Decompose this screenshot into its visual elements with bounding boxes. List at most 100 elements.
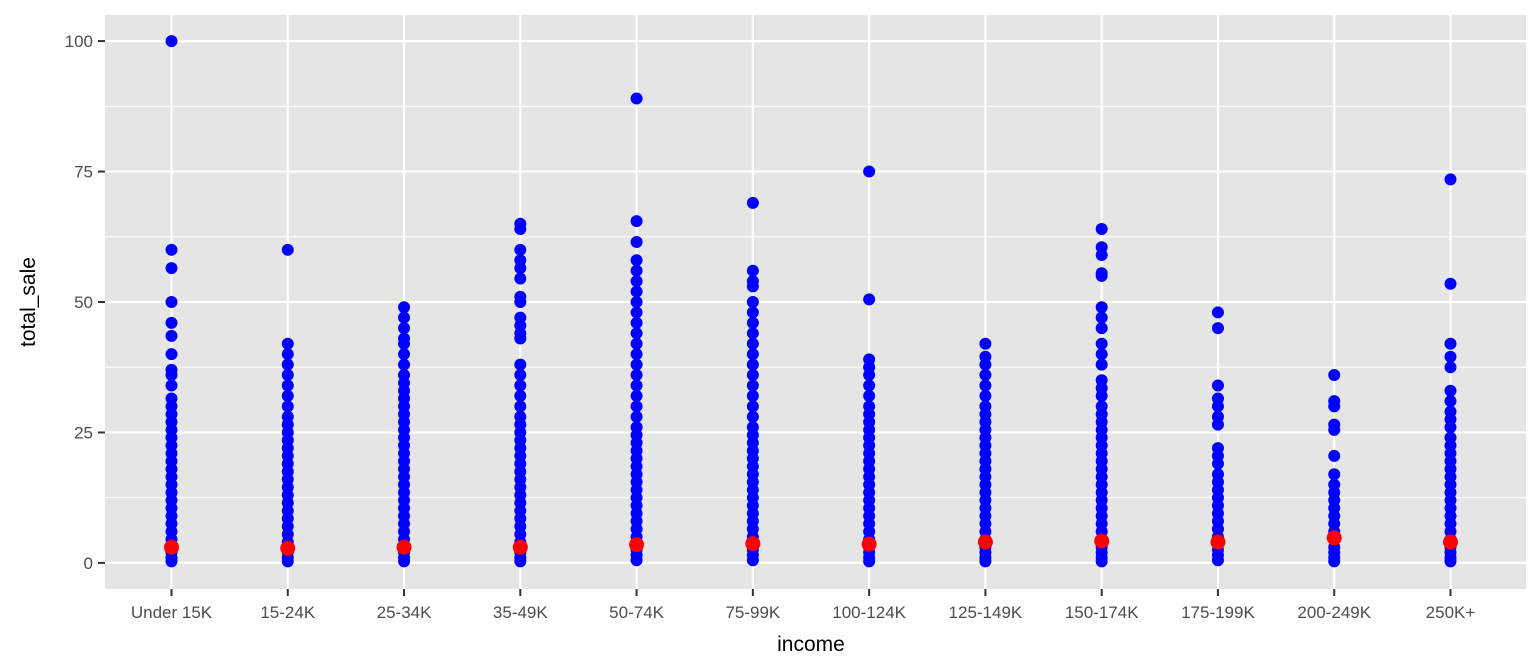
data-point <box>1095 222 1108 235</box>
x-tick-label: Under 15K <box>131 603 213 622</box>
data-point <box>630 400 643 413</box>
data-point <box>165 296 178 308</box>
data-point <box>1095 348 1108 361</box>
data-point <box>746 196 759 209</box>
data-point <box>1095 301 1108 314</box>
data-point <box>281 369 294 382</box>
data-point <box>1444 555 1457 568</box>
data-point <box>746 369 759 382</box>
data-point <box>165 555 178 568</box>
data-point <box>1328 555 1341 568</box>
y-tick-label: 50 <box>74 293 93 312</box>
data-point <box>398 322 411 335</box>
data-point <box>398 348 411 361</box>
y-axis-title: total_sale <box>17 257 40 347</box>
data-point <box>398 311 411 324</box>
data-point <box>746 400 759 413</box>
data-point <box>630 235 643 248</box>
data-point <box>746 379 759 392</box>
x-tick-label: 50-74K <box>609 603 664 622</box>
data-point <box>1095 337 1108 350</box>
data-point <box>1211 379 1224 392</box>
data-point <box>514 379 527 392</box>
mean-point <box>977 534 993 550</box>
mean-point <box>396 539 412 555</box>
data-point <box>1444 395 1457 408</box>
data-point <box>1444 337 1457 350</box>
x-axis-ticks: Under 15K 15-24K 25-34K 35-49K 50-74K 75-99K 1… <box>131 589 1475 622</box>
mean-point <box>1210 534 1226 550</box>
data-point <box>979 555 992 568</box>
data-point <box>1211 322 1224 335</box>
data-point <box>281 379 294 392</box>
data-point <box>746 280 759 293</box>
data-point <box>514 243 527 256</box>
data-point <box>281 400 294 413</box>
data-point <box>630 379 643 392</box>
data-point <box>630 327 643 340</box>
data-point <box>746 389 759 402</box>
data-point <box>398 337 411 350</box>
data-point <box>514 369 527 382</box>
data-point <box>281 389 294 402</box>
mean-point <box>1094 533 1110 549</box>
x-tick-label: 35-49K <box>493 603 548 622</box>
data-point <box>514 332 527 345</box>
mean-point <box>629 537 645 553</box>
data-point <box>863 379 876 392</box>
data-point <box>1444 384 1457 397</box>
data-point <box>514 358 527 371</box>
data-point <box>398 301 411 314</box>
data-point <box>630 410 643 423</box>
data-point <box>281 555 294 568</box>
data-point <box>165 369 178 382</box>
data-point <box>1211 418 1224 431</box>
data-point <box>1328 369 1341 382</box>
data-point <box>514 400 527 413</box>
x-tick-label: 175-199K <box>1181 603 1255 622</box>
data-point <box>1095 249 1108 262</box>
data-point <box>746 348 759 361</box>
data-point <box>514 296 527 308</box>
data-point <box>398 555 411 568</box>
data-point <box>979 369 992 382</box>
data-point <box>514 222 527 235</box>
mean-point <box>1326 530 1342 546</box>
data-point <box>1211 400 1224 413</box>
x-tick-label: 150-174K <box>1065 603 1139 622</box>
data-point <box>165 379 178 392</box>
data-point <box>630 92 643 105</box>
data-point <box>746 264 759 277</box>
data-point <box>863 293 876 306</box>
mean-point <box>280 540 296 556</box>
data-point <box>1095 389 1108 402</box>
minor-gridlines <box>105 105 1526 499</box>
data-point <box>1211 306 1224 319</box>
data-point <box>630 264 643 277</box>
data-point <box>746 358 759 371</box>
y-tick-label: 25 <box>74 423 93 442</box>
data-point <box>630 369 643 382</box>
data-point <box>746 337 759 350</box>
data-point <box>514 555 527 568</box>
data-point <box>630 358 643 371</box>
data-point <box>746 306 759 319</box>
data-point <box>1211 554 1224 567</box>
data-point <box>979 358 992 371</box>
data-point <box>1211 457 1224 470</box>
data-point <box>979 337 992 350</box>
data-point <box>1444 421 1457 434</box>
data-point <box>746 327 759 340</box>
data-point <box>630 337 643 350</box>
data-point <box>165 35 178 48</box>
data-point <box>281 348 294 361</box>
data-point <box>630 316 643 329</box>
mean-point <box>861 536 877 552</box>
mean-points <box>164 530 1458 556</box>
data-point <box>630 285 643 298</box>
mean-point <box>512 539 528 555</box>
data-point <box>979 379 992 392</box>
data-point <box>1328 400 1341 413</box>
data-point <box>514 389 527 402</box>
x-tick-label: 25-34K <box>377 603 432 622</box>
